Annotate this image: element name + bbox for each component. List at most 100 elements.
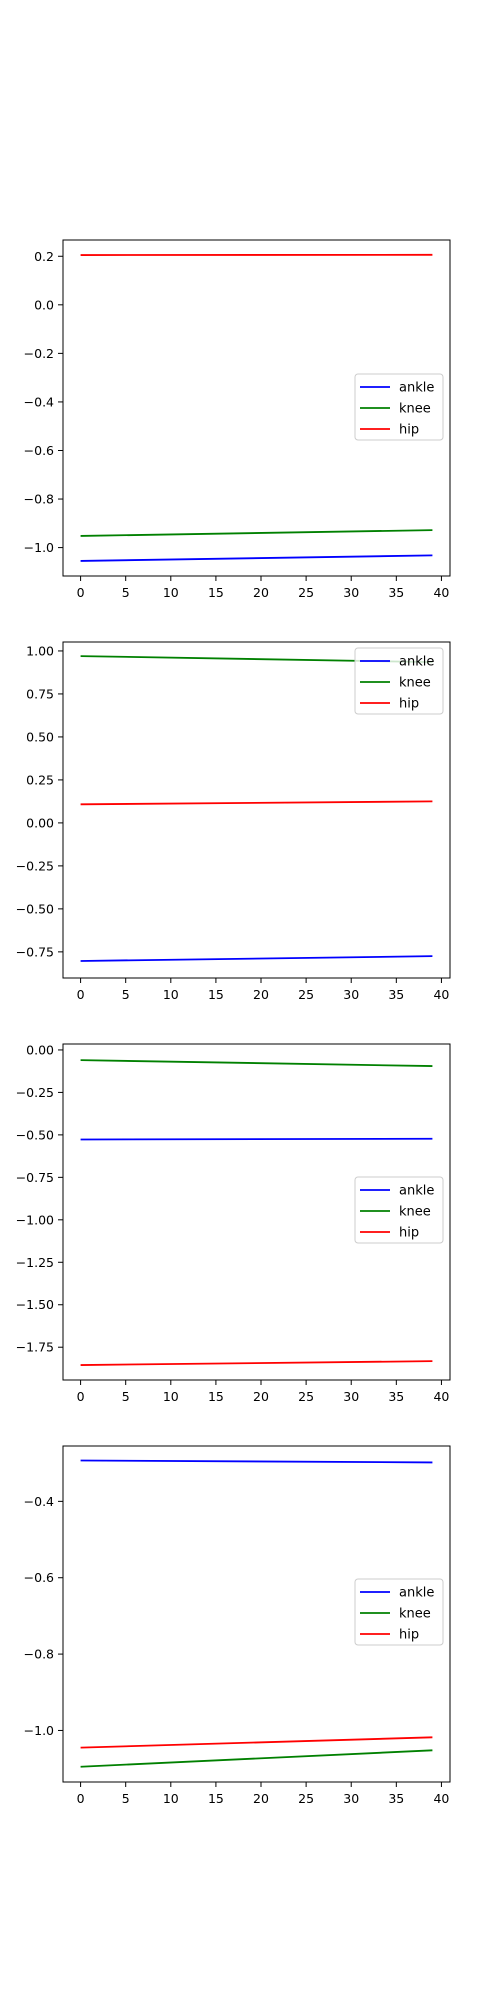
- legend-label-ankle: ankle: [399, 655, 434, 670]
- legend-box: [354, 1176, 444, 1244]
- y-tick-label: −1.0: [24, 1723, 54, 1738]
- y-tick-label: 0.2: [34, 249, 54, 264]
- legend-label-knee: knee: [399, 1205, 431, 1220]
- x-tick-label: 40: [433, 987, 449, 1002]
- y-tick-label: 0.25: [26, 772, 54, 787]
- axes-frame: [62, 1043, 451, 1381]
- legend-label-ankle: ankle: [399, 1586, 434, 1601]
- x-tick-label: 30: [343, 1389, 359, 1404]
- series-line-ankle: [80, 554, 433, 562]
- series-line-ankle: [80, 955, 433, 962]
- x-tick-label: 5: [122, 1389, 130, 1404]
- legend-label-hip: hip: [399, 423, 419, 438]
- series-line-ankle: [80, 1459, 433, 1464]
- y-tick-label: 1.00: [26, 643, 54, 658]
- legend: ankle knee hip: [354, 1176, 444, 1244]
- x-tick-label: 5: [122, 987, 130, 1002]
- legend-label-hip: hip: [399, 1226, 419, 1241]
- chart-panel-4: 0 5 10 15 20 25 30 35 40 −0.4 −0.6 −0.8 −1.0 ankle kne…: [24, 1445, 451, 1806]
- legend: ankle knee hip: [354, 647, 444, 715]
- legend: ankle knee hip: [354, 1578, 444, 1646]
- x-tick-label: 15: [208, 1791, 224, 1806]
- axes-frame: [62, 641, 451, 979]
- x-tick-label: 20: [253, 1389, 269, 1404]
- y-tick-label: −0.25: [16, 858, 54, 873]
- x-tick-label: 25: [298, 585, 314, 600]
- x-tick-label: 0: [77, 987, 85, 1002]
- y-tick-label: 0.75: [26, 686, 54, 701]
- legend-label-knee: knee: [399, 402, 431, 417]
- x-tick-label: 25: [298, 1389, 314, 1404]
- x-tick-label: 30: [343, 585, 359, 600]
- axes-frame: [62, 239, 451, 577]
- y-tick-label: −1.50: [16, 1297, 54, 1312]
- x-tick-label: 15: [208, 1389, 224, 1404]
- series-line-hip: [80, 800, 433, 806]
- series-line-hip: [80, 1360, 433, 1366]
- x-tick-label: 35: [388, 1389, 404, 1404]
- y-tick-label: −0.2: [24, 346, 54, 361]
- legend-label-knee: knee: [399, 1607, 431, 1622]
- y-tick-label: −0.4: [24, 1494, 54, 1509]
- x-tick-label: 25: [298, 987, 314, 1002]
- y-tick-label: 0.50: [26, 729, 54, 744]
- y-tick-label: −1.0: [24, 540, 54, 555]
- series-line-knee: [80, 1059, 433, 1067]
- y-tick-label: −1.00: [16, 1212, 54, 1227]
- series-line-ankle: [80, 1137, 433, 1141]
- y-tick-label: −0.75: [16, 944, 54, 959]
- x-tick-label: 5: [122, 1791, 130, 1806]
- x-tick-label: 35: [388, 987, 404, 1002]
- y-tick-label: 0.00: [26, 815, 54, 830]
- legend-box: [354, 1578, 444, 1646]
- y-tick-label: −1.25: [16, 1255, 54, 1270]
- series-line-hip: [80, 1736, 433, 1749]
- chart-panel-3: 0 5 10 15 20 25 30 35 40 0.00 −0.25 −0.50 −0.75 −1.00…: [16, 1042, 451, 1404]
- x-tick-label: 20: [253, 585, 269, 600]
- x-tick-label: 40: [433, 585, 449, 600]
- y-tick-label: −0.25: [16, 1085, 54, 1100]
- x-tick-label: 15: [208, 987, 224, 1002]
- x-tick-label: 15: [208, 585, 224, 600]
- x-tick-label: 10: [163, 585, 179, 600]
- x-tick-label: 30: [343, 1791, 359, 1806]
- y-tick-label: −0.75: [16, 1170, 54, 1185]
- x-tick-label: 10: [163, 1389, 179, 1404]
- y-tick-label: −1.75: [16, 1340, 54, 1355]
- legend-label-ankle: ankle: [399, 1184, 434, 1199]
- x-tick-label: 5: [122, 585, 130, 600]
- x-tick-label: 20: [253, 1791, 269, 1806]
- legend-label-hip: hip: [399, 697, 419, 712]
- legend-label-knee: knee: [399, 676, 431, 691]
- x-tick-label: 0: [77, 585, 85, 600]
- x-tick-label: 10: [163, 987, 179, 1002]
- y-tick-label: −0.8: [24, 1647, 54, 1662]
- y-tick-label: 0.0: [34, 297, 54, 312]
- x-tick-label: 35: [388, 1791, 404, 1806]
- x-tick-label: 40: [433, 1389, 449, 1404]
- x-tick-label: 0: [77, 1389, 85, 1404]
- axes-frame: [62, 1445, 451, 1783]
- x-tick-label: 0: [77, 1791, 85, 1806]
- legend-label-ankle: ankle: [399, 381, 434, 396]
- y-tick-label: −0.50: [16, 901, 54, 916]
- x-tick-label: 10: [163, 1791, 179, 1806]
- legend: ankle knee hip: [354, 373, 444, 441]
- y-tick-label: −0.50: [16, 1127, 54, 1142]
- x-tick-label: 35: [388, 585, 404, 600]
- legend-box: [354, 647, 444, 715]
- x-tick-label: 20: [253, 987, 269, 1002]
- legend-label-hip: hip: [399, 1628, 419, 1643]
- y-tick-label: 0.00: [26, 1042, 54, 1057]
- x-tick-label: 25: [298, 1791, 314, 1806]
- y-tick-label: −0.4: [24, 394, 54, 409]
- y-tick-label: −0.6: [24, 443, 54, 458]
- series-line-knee: [80, 1749, 433, 1768]
- x-tick-label: 30: [343, 987, 359, 1002]
- x-tick-label: 40: [433, 1791, 449, 1806]
- y-tick-label: −0.8: [24, 492, 54, 507]
- legend-box: [354, 373, 444, 441]
- series-line-knee: [80, 529, 433, 537]
- y-tick-label: −0.6: [24, 1570, 54, 1585]
